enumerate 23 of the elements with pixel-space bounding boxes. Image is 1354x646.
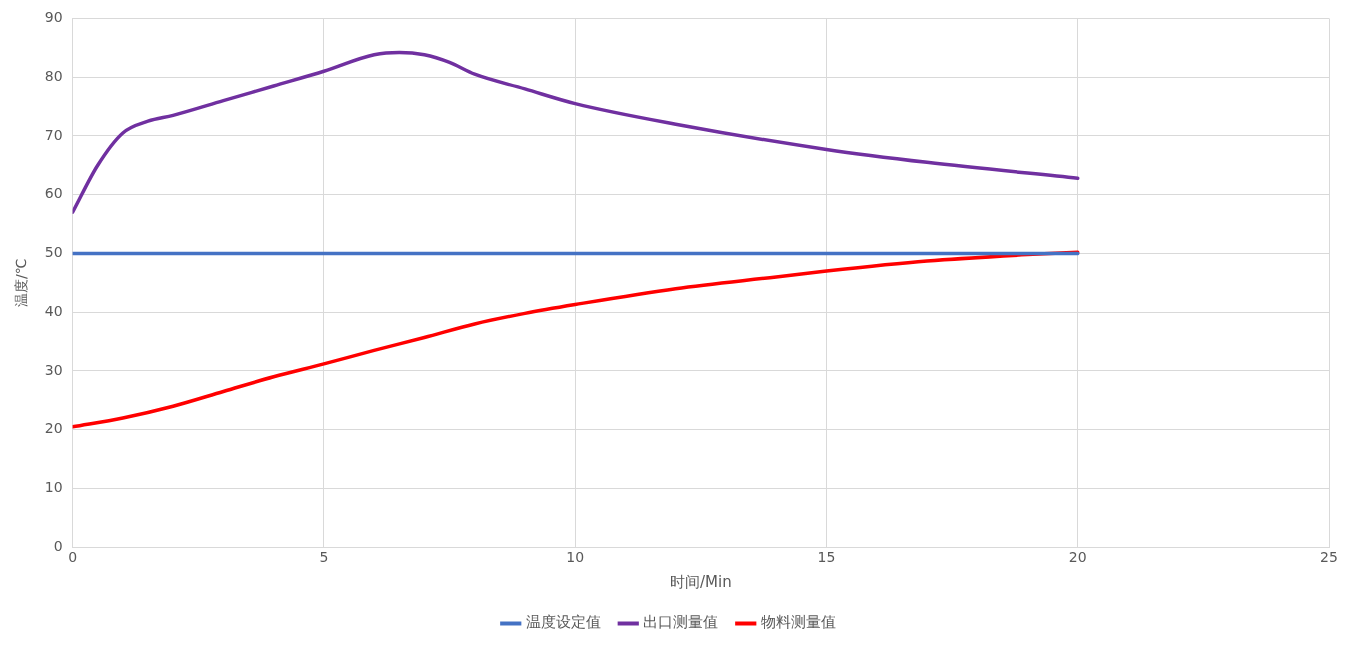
x-tick-label: 10: [566, 549, 585, 566]
line-series: [72, 250, 1080, 429]
y-tick-label: 90: [44, 9, 63, 26]
y-tick-label: 50: [44, 244, 63, 261]
y-axis-title: 温度/℃: [13, 258, 30, 308]
x-tick-label: 15: [817, 549, 836, 566]
y-tick-label: 10: [44, 479, 63, 496]
legend-label: 出口测量值: [643, 613, 719, 632]
legend-label: 物料测量值: [760, 613, 836, 632]
y-tick-label: 70: [44, 126, 63, 143]
line-series: [72, 50, 1080, 215]
y-tick-label: 20: [44, 420, 63, 437]
y-tick-label: 80: [44, 67, 63, 84]
y-tick-label: 40: [44, 302, 63, 319]
x-tick-label: 25: [1320, 549, 1338, 566]
y-tick-label: 0: [53, 537, 63, 554]
x-tick-label: 20: [1068, 549, 1087, 566]
x-axis-title: 时间/Min: [669, 572, 732, 591]
y-tick-label: 60: [44, 185, 63, 202]
x-tick-label: 0: [68, 549, 78, 566]
x-tick-label: 5: [319, 549, 329, 566]
legend-label: 温度设定值: [525, 613, 601, 632]
y-tick-label: 30: [44, 361, 63, 378]
